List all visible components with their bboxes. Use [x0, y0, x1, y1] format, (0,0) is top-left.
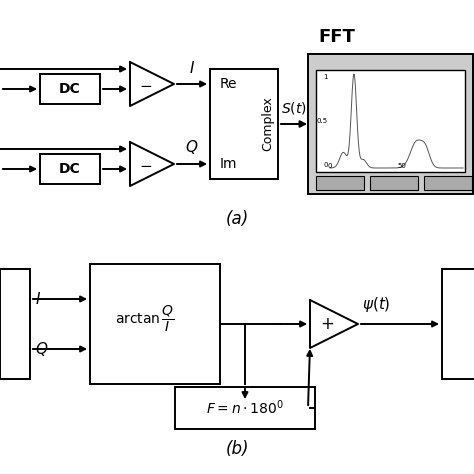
FancyBboxPatch shape: [308, 54, 473, 194]
Text: $\mathrm{arctan}\,\dfrac{Q}{I}$: $\mathrm{arctan}\,\dfrac{Q}{I}$: [115, 304, 175, 334]
Text: $S(t)$: $S(t)$: [281, 100, 307, 116]
FancyBboxPatch shape: [90, 264, 220, 384]
Text: $-$: $-$: [139, 156, 152, 172]
FancyBboxPatch shape: [40, 154, 100, 184]
Text: (b): (b): [225, 440, 249, 458]
Text: 0: 0: [323, 162, 328, 168]
FancyBboxPatch shape: [40, 74, 100, 104]
Text: Complex: Complex: [262, 97, 274, 151]
Text: DC: DC: [59, 82, 81, 96]
Text: $I$: $I$: [35, 291, 41, 307]
FancyBboxPatch shape: [424, 176, 472, 190]
Polygon shape: [310, 300, 358, 348]
Text: Re: Re: [220, 77, 237, 91]
FancyBboxPatch shape: [0, 269, 30, 379]
FancyBboxPatch shape: [210, 69, 278, 179]
Text: $-$: $-$: [139, 76, 152, 91]
FancyBboxPatch shape: [316, 176, 364, 190]
Text: $\psi(t)$: $\psi(t)$: [362, 295, 391, 314]
Polygon shape: [130, 62, 174, 106]
Text: 1: 1: [323, 74, 328, 80]
Text: (a): (a): [225, 210, 249, 228]
Text: 0: 0: [328, 163, 332, 169]
Text: DC: DC: [59, 162, 81, 176]
Text: $Q$: $Q$: [185, 138, 199, 156]
FancyBboxPatch shape: [175, 387, 315, 429]
Text: $+$: $+$: [320, 315, 334, 333]
Text: $Q$: $Q$: [35, 340, 48, 358]
FancyBboxPatch shape: [370, 176, 418, 190]
Polygon shape: [130, 142, 174, 186]
Text: Im: Im: [220, 157, 237, 171]
Text: $I$: $I$: [189, 60, 195, 76]
Text: 0.5: 0.5: [317, 118, 328, 124]
FancyBboxPatch shape: [316, 70, 465, 172]
Text: $F = n \cdot 180^0$: $F = n \cdot 180^0$: [206, 399, 284, 417]
Text: 50: 50: [397, 163, 406, 169]
Text: FFT: FFT: [318, 28, 355, 46]
FancyBboxPatch shape: [442, 269, 474, 379]
